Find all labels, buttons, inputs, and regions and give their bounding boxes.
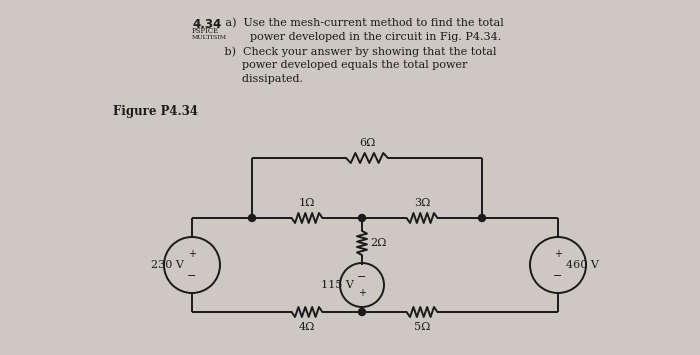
Text: 2Ω: 2Ω xyxy=(370,238,386,248)
Circle shape xyxy=(479,214,486,222)
Text: 460 V: 460 V xyxy=(566,260,599,270)
Text: dissipated.: dissipated. xyxy=(207,74,303,84)
Text: 1Ω: 1Ω xyxy=(299,198,315,208)
Circle shape xyxy=(358,214,365,222)
Text: power developed in the circuit in Fig. P4.34.: power developed in the circuit in Fig. P… xyxy=(222,32,501,42)
Text: PSPICE: PSPICE xyxy=(192,27,219,35)
Text: 5Ω: 5Ω xyxy=(414,322,430,332)
Text: +: + xyxy=(554,249,562,260)
Text: MULTISIM: MULTISIM xyxy=(192,35,227,40)
Text: −: − xyxy=(553,271,563,281)
Text: +: + xyxy=(358,288,366,298)
Text: 6Ω: 6Ω xyxy=(359,138,375,148)
Circle shape xyxy=(358,308,365,316)
Text: b)  Check your answer by showing that the total: b) Check your answer by showing that the… xyxy=(207,46,496,56)
Text: a)  Use the mesh-current method to find the total: a) Use the mesh-current method to find t… xyxy=(222,18,504,28)
Text: +: + xyxy=(188,249,196,260)
Text: 4Ω: 4Ω xyxy=(299,322,315,332)
Text: 4.34: 4.34 xyxy=(192,18,221,31)
Text: power developed equals the total power: power developed equals the total power xyxy=(207,60,468,70)
Circle shape xyxy=(248,214,256,222)
Text: 115 V: 115 V xyxy=(321,280,354,290)
Text: −: − xyxy=(357,272,367,282)
Text: 3Ω: 3Ω xyxy=(414,198,430,208)
Text: Figure P4.34: Figure P4.34 xyxy=(113,105,198,118)
Text: 230 V: 230 V xyxy=(151,260,184,270)
Text: −: − xyxy=(188,271,197,281)
